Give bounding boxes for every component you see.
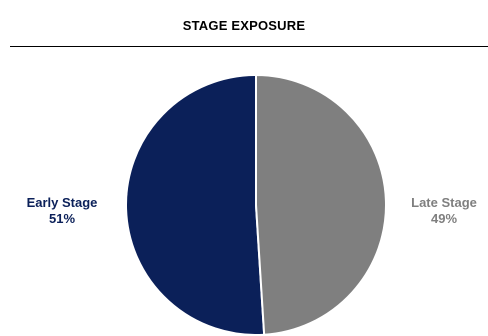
pie-slice-late-stage: [255, 73, 387, 336]
slice-label-value: 51%: [49, 211, 75, 226]
pie-slices: [125, 73, 387, 336]
pie-slice-early-stage: [125, 73, 266, 336]
chart-title: STAGE EXPOSURE: [182, 18, 306, 33]
slice-label-name: Late Stage: [411, 195, 477, 210]
title-divider: [10, 46, 488, 47]
slice-label-name: Early Stage: [27, 195, 98, 210]
slice-label-value: 49%: [431, 211, 457, 226]
